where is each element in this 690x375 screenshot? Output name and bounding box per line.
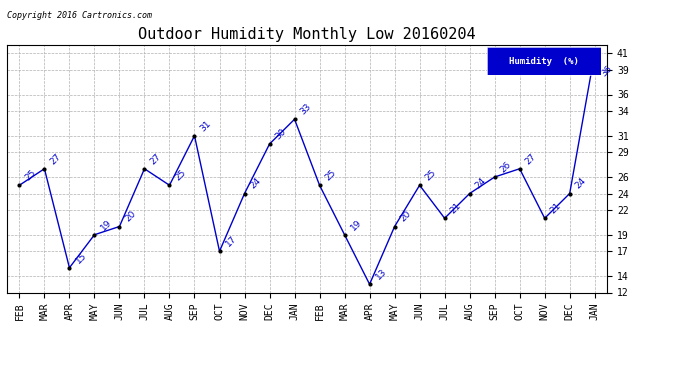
Text: 17: 17 — [224, 234, 238, 249]
Text: 19: 19 — [99, 217, 113, 232]
Text: 25: 25 — [424, 168, 438, 183]
Text: 25: 25 — [324, 168, 338, 183]
Text: 21: 21 — [549, 201, 563, 216]
Text: 31: 31 — [199, 118, 213, 133]
Text: Copyright 2016 Cartronics.com: Copyright 2016 Cartronics.com — [7, 11, 152, 20]
Text: 26: 26 — [499, 160, 513, 174]
Text: 24: 24 — [574, 176, 588, 191]
Text: 24: 24 — [248, 176, 263, 191]
Text: 25: 25 — [174, 168, 188, 183]
Text: 25: 25 — [23, 168, 38, 183]
Text: 27: 27 — [48, 152, 63, 166]
Text: 33: 33 — [299, 102, 313, 117]
Text: 24: 24 — [474, 176, 488, 191]
Text: 20: 20 — [399, 209, 413, 224]
Text: 30: 30 — [274, 127, 288, 141]
Text: 15: 15 — [74, 251, 88, 265]
Text: 27: 27 — [524, 152, 538, 166]
Text: 21: 21 — [448, 201, 463, 216]
Text: 13: 13 — [374, 267, 388, 282]
Text: 19: 19 — [348, 217, 363, 232]
Text: 20: 20 — [124, 209, 138, 224]
Text: 36: 36 — [599, 64, 613, 78]
Text: 27: 27 — [148, 152, 163, 166]
Title: Outdoor Humidity Monthly Low 20160204: Outdoor Humidity Monthly Low 20160204 — [138, 27, 476, 42]
